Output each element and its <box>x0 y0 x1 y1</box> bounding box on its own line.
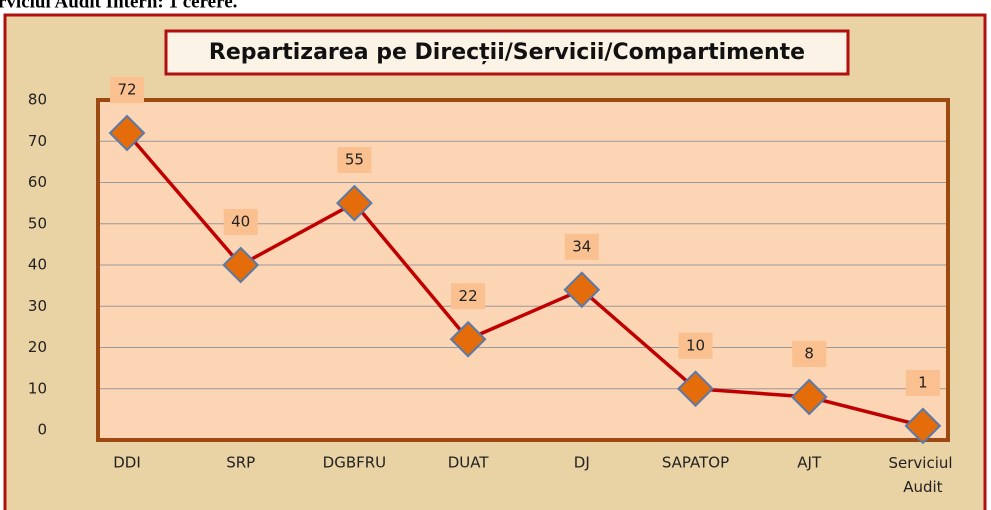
title-box <box>164 29 850 76</box>
value-label: 8 <box>804 345 814 363</box>
value-label: 72 <box>117 81 136 99</box>
x-tick-label: SRP <box>226 454 255 472</box>
chart-title: Repartizarea pe Direcții/Servicii/Compar… <box>209 40 805 65</box>
value-label-box <box>678 332 713 359</box>
data-point <box>790 378 828 416</box>
value-label: 55 <box>345 151 364 169</box>
y-tick-label: 40 <box>28 256 47 274</box>
data-point <box>677 370 714 408</box>
x-tick-label: AJT <box>797 454 822 472</box>
data-point <box>335 184 373 222</box>
x-tick-label: Serviciul Audit <box>888 454 957 496</box>
value-label-box <box>451 283 486 310</box>
y-tick-label: 60 <box>28 173 47 191</box>
value-label: 1 <box>918 373 928 391</box>
value-label-box <box>905 369 940 396</box>
value-label-box <box>792 341 827 367</box>
x-tick-label: DJ <box>574 454 590 472</box>
value-label: 40 <box>231 213 250 231</box>
caption: rviciul Audit Intern: 1 cerere. <box>0 0 237 12</box>
value-label: 34 <box>572 237 591 255</box>
x-tick-label: DUAT <box>448 454 490 472</box>
y-tick-label: 10 <box>28 379 47 397</box>
data-line <box>125 131 924 428</box>
value-label-box <box>337 147 372 174</box>
y-tick-label: 70 <box>28 132 47 150</box>
y-tick-label: 80 <box>28 91 47 109</box>
data-point <box>108 114 146 152</box>
y-tick-label: 50 <box>28 214 47 232</box>
y-tick-label: 0 <box>37 421 47 439</box>
x-tick-label: DDI <box>113 454 141 472</box>
data-point <box>563 271 601 309</box>
data-point <box>449 320 487 358</box>
value-label-box <box>564 233 599 260</box>
x-tick-label: SAPATOP <box>662 454 729 472</box>
value-label: 22 <box>459 287 478 305</box>
y-tick-label: 20 <box>28 338 47 356</box>
value-label-box <box>110 77 144 103</box>
y-tick-label: 30 <box>28 297 47 315</box>
data-point <box>222 246 260 284</box>
x-tick-label: DGBFRU <box>323 454 387 472</box>
value-label: 10 <box>686 336 705 354</box>
value-label-box <box>223 209 258 235</box>
data-point <box>904 407 942 445</box>
